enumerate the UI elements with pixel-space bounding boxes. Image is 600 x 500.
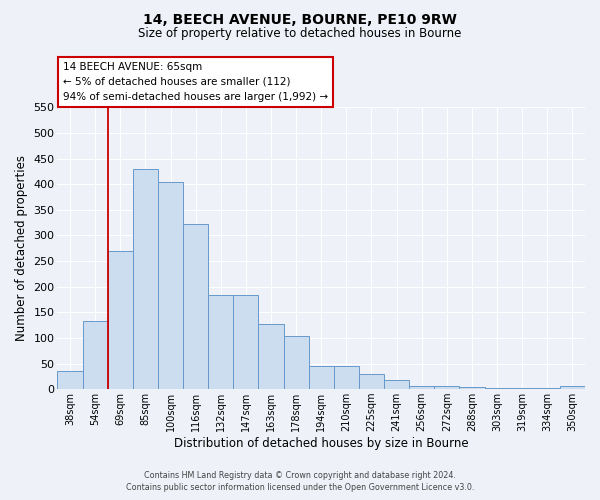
Bar — [535, 388, 560, 389]
Bar — [509, 388, 535, 389]
Bar — [133, 169, 158, 389]
Bar — [409, 386, 434, 389]
Text: Size of property relative to detached houses in Bourne: Size of property relative to detached ho… — [139, 28, 461, 40]
Bar — [208, 296, 233, 389]
Y-axis label: Number of detached properties: Number of detached properties — [15, 155, 28, 341]
Bar — [83, 321, 108, 389]
Bar — [384, 380, 409, 389]
Bar — [560, 386, 585, 389]
Bar — [183, 224, 208, 389]
Bar — [334, 366, 359, 389]
Bar — [284, 336, 308, 389]
Bar — [485, 388, 509, 389]
Bar — [308, 366, 334, 389]
Bar — [359, 374, 384, 389]
Bar — [108, 251, 133, 389]
Bar — [158, 182, 183, 389]
Bar — [460, 387, 485, 389]
Bar — [259, 324, 284, 389]
Bar — [233, 296, 259, 389]
Text: 14 BEECH AVENUE: 65sqm
← 5% of detached houses are smaller (112)
94% of semi-det: 14 BEECH AVENUE: 65sqm ← 5% of detached … — [63, 62, 328, 102]
Bar — [434, 386, 460, 389]
X-axis label: Distribution of detached houses by size in Bourne: Distribution of detached houses by size … — [174, 437, 469, 450]
Text: Contains HM Land Registry data © Crown copyright and database right 2024.
Contai: Contains HM Land Registry data © Crown c… — [126, 471, 474, 492]
Bar — [58, 371, 83, 389]
Text: 14, BEECH AVENUE, BOURNE, PE10 9RW: 14, BEECH AVENUE, BOURNE, PE10 9RW — [143, 12, 457, 26]
